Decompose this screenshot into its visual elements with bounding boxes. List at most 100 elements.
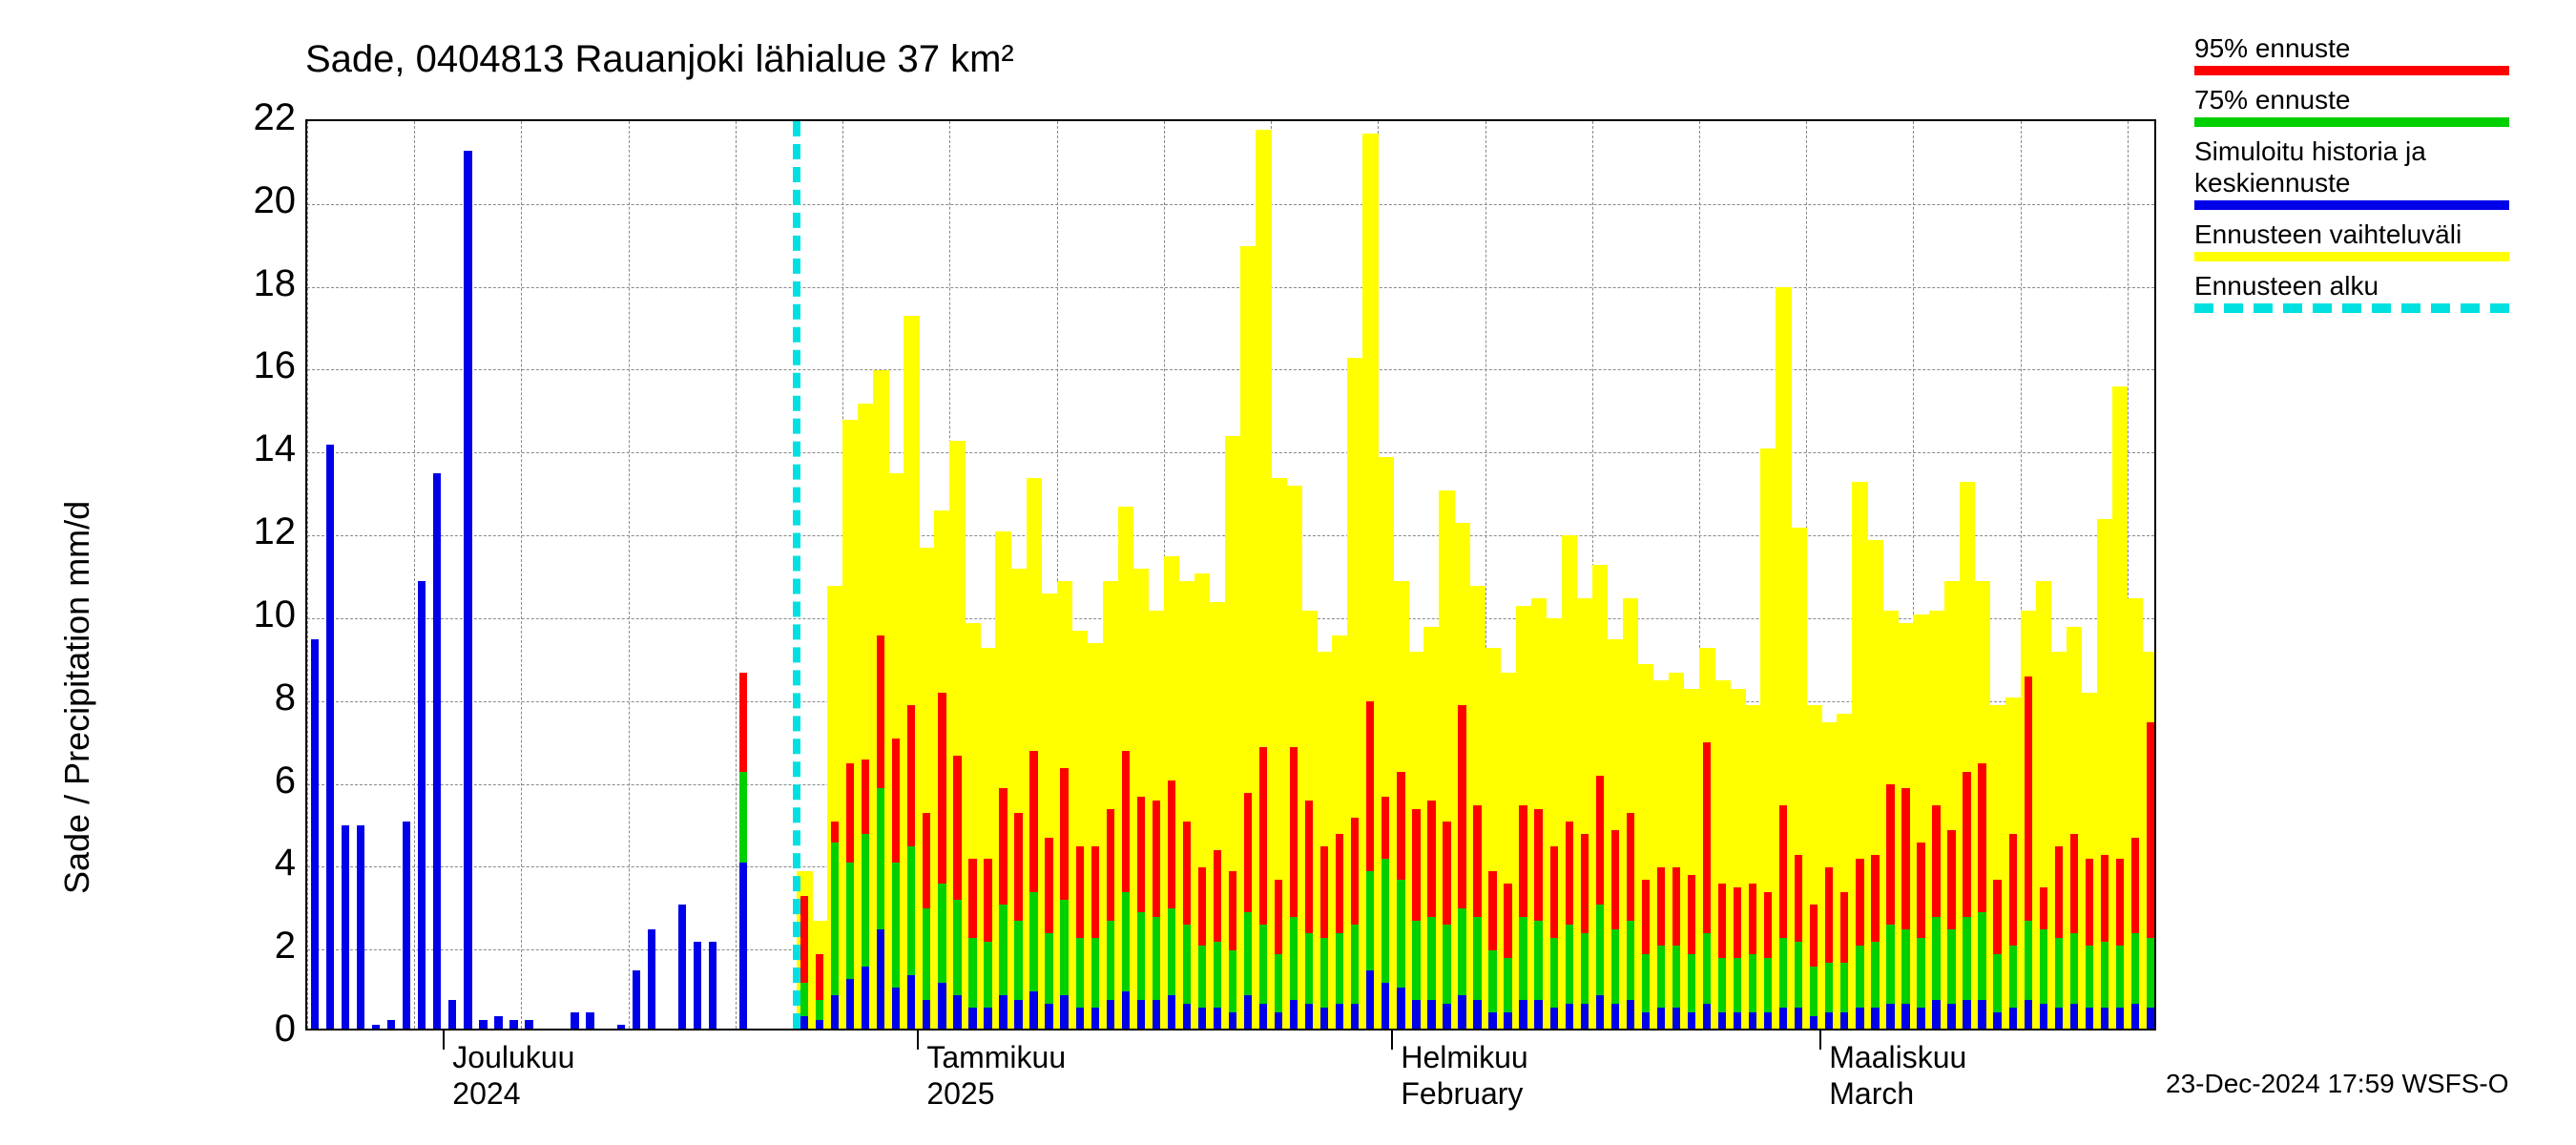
bar-mean — [1566, 1004, 1573, 1029]
bar-mean — [1993, 1012, 2001, 1029]
legend-item: Simuloitu historia ja keskiennuste — [2194, 136, 2509, 219]
bar-mean — [1764, 1012, 1772, 1029]
footer-timestamp: 23-Dec-2024 17:59 WSFS-O — [2166, 1069, 2509, 1099]
bar-mean — [938, 983, 945, 1029]
bar-mean — [1381, 983, 1389, 1029]
bar-mean — [1688, 1012, 1695, 1029]
bar-mean — [1137, 1000, 1145, 1029]
y-tick-label: 0 — [219, 1008, 296, 1051]
bar-mean — [968, 1008, 976, 1029]
bar-mean — [2086, 1008, 2093, 1029]
bar-mean — [1014, 1000, 1022, 1029]
grid-h — [307, 204, 2154, 205]
bar-mean — [2040, 1004, 2047, 1029]
legend: 95% ennuste75% ennusteSimuloitu historia… — [2194, 33, 2509, 323]
bar-mean — [1947, 1004, 1955, 1029]
bar-mean — [1029, 991, 1037, 1029]
bar-mean — [2009, 1008, 2017, 1029]
bar-mean — [1091, 1008, 1099, 1029]
bar-history — [479, 1020, 487, 1029]
legend-swatch — [2194, 66, 2509, 75]
bar-mean — [739, 863, 747, 1029]
bar-history — [525, 1020, 532, 1029]
bar-mean — [1244, 995, 1252, 1029]
bar-mean — [1504, 1012, 1511, 1029]
bar-mean — [1550, 1008, 1558, 1029]
bar-mean — [846, 979, 854, 1029]
legend-label: Ennusteen vaihteluväli — [2194, 219, 2462, 250]
bar-mean — [877, 929, 884, 1029]
y-axis-label: Sade / Precipitation mm/d — [57, 501, 97, 894]
bar-mean — [1978, 1000, 1985, 1029]
bar-history — [648, 929, 655, 1029]
bar-history — [633, 970, 640, 1029]
bar-mean — [2116, 1008, 2124, 1029]
bar-mean — [1366, 970, 1374, 1029]
bar-mean — [831, 995, 839, 1029]
bar-history — [372, 1025, 380, 1029]
bar-mean — [1825, 1012, 1833, 1029]
y-tick-label: 14 — [219, 427, 296, 470]
month-tick — [1391, 1030, 1393, 1050]
bar-mean — [2070, 1004, 2078, 1029]
bar-mean — [2055, 1008, 2063, 1029]
bar-mean — [1214, 1008, 1221, 1029]
y-tick-label: 4 — [219, 842, 296, 885]
bar-mean — [2101, 1008, 2109, 1029]
bar-mean — [1718, 1012, 1726, 1029]
legend-swatch — [2194, 303, 2509, 313]
bar-history — [586, 1012, 593, 1029]
bar-mean — [892, 988, 900, 1029]
bar-mean — [1749, 1012, 1756, 1029]
bar-mean — [1627, 1000, 1634, 1029]
legend-item: Ennusteen alku — [2194, 271, 2509, 323]
bar-history — [357, 825, 364, 1029]
bar-mean — [1534, 1000, 1542, 1029]
bar-mean — [984, 1008, 991, 1029]
bar-mean — [1107, 1000, 1114, 1029]
bar-mean — [1397, 988, 1404, 1029]
bar-mean — [953, 995, 961, 1029]
y-tick-label: 18 — [219, 262, 296, 305]
bar-mean — [2147, 1008, 2154, 1029]
bar-mean — [1229, 1012, 1236, 1029]
plot-area — [305, 119, 2156, 1030]
y-tick-label: 2 — [219, 925, 296, 968]
bar-mean — [1703, 1004, 1711, 1029]
bar-mean — [1412, 1000, 1420, 1029]
bar-mean — [1596, 995, 1604, 1029]
bar-mean — [1336, 1004, 1343, 1029]
bar-history — [571, 1012, 578, 1029]
month-label: Tammikuu — [926, 1040, 1066, 1075]
month-sublabel: 2024 — [452, 1076, 520, 1112]
legend-label: Ennusteen alku — [2194, 271, 2379, 302]
bar-mean — [1779, 1008, 1787, 1029]
bar-mean — [999, 995, 1007, 1029]
bar-mean — [1488, 1012, 1496, 1029]
bar-history — [494, 1016, 502, 1029]
bar-history — [709, 942, 717, 1029]
bar-history — [448, 1000, 456, 1029]
bar-history — [678, 905, 686, 1029]
forecast-start-line — [793, 121, 800, 1029]
bar-mean — [1275, 1012, 1282, 1029]
month-label: Joulukuu — [452, 1040, 574, 1075]
month-tick — [1819, 1030, 1821, 1050]
bar-history — [694, 942, 701, 1029]
grid-v — [307, 121, 308, 1029]
grid-v — [521, 121, 522, 1029]
bar-mean — [1320, 1008, 1328, 1029]
legend-swatch — [2194, 252, 2509, 261]
bar-history — [326, 445, 334, 1029]
legend-item: Ennusteen vaihteluväli — [2194, 219, 2509, 271]
bar-mean — [1871, 1008, 1879, 1029]
bar-mean — [1122, 991, 1130, 1029]
bar-mean — [816, 1020, 823, 1029]
bar-history — [387, 1020, 395, 1029]
grid-v — [414, 121, 415, 1029]
bar-mean — [1183, 1004, 1191, 1029]
bar-mean — [1076, 1008, 1084, 1029]
bar-history — [403, 822, 410, 1029]
bar-history — [418, 581, 426, 1029]
bar-mean — [1351, 1004, 1359, 1029]
